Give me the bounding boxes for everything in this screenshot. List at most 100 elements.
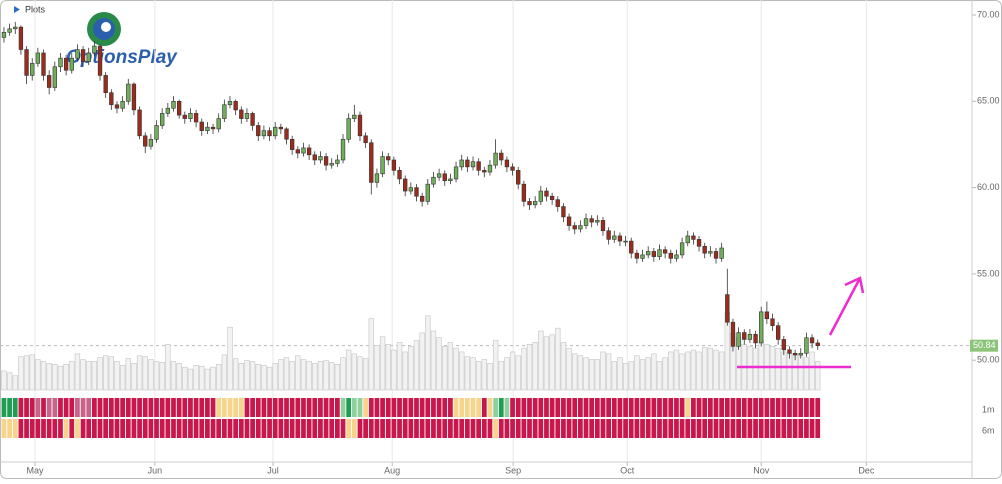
menu-icon[interactable] xyxy=(14,6,20,13)
candle-body xyxy=(1,31,7,38)
volume-bar xyxy=(543,336,550,391)
candle-body xyxy=(719,247,724,259)
heat-cell xyxy=(549,419,555,438)
candle-body xyxy=(662,249,668,254)
heat-cell xyxy=(707,419,713,438)
volume-bar xyxy=(391,349,397,391)
candle-body xyxy=(363,135,368,144)
x-tick-label: Oct xyxy=(620,465,635,475)
heat-cell xyxy=(510,398,515,417)
heat-cell xyxy=(408,398,414,417)
candle-body xyxy=(233,101,238,111)
heat-cell xyxy=(792,419,798,438)
volume-bar xyxy=(464,356,471,391)
heat-cell xyxy=(193,398,199,417)
heat-cell xyxy=(724,419,730,438)
candle-body xyxy=(97,45,103,76)
volume-bar xyxy=(340,357,346,391)
volume-bar xyxy=(713,349,719,391)
candle-body xyxy=(165,107,171,114)
heat-cell xyxy=(679,398,685,417)
volume-bar xyxy=(622,363,629,391)
candle-body xyxy=(646,251,651,256)
candle-body xyxy=(171,101,176,109)
heat-cell xyxy=(770,398,775,417)
heat-cell xyxy=(730,419,736,438)
candle-body xyxy=(239,109,244,119)
heat-cell xyxy=(815,419,821,438)
volume-bar xyxy=(475,361,482,391)
candle-body xyxy=(657,249,662,257)
heat-cell xyxy=(741,398,747,417)
heat-cell xyxy=(640,398,645,417)
heat-cell xyxy=(589,419,595,438)
heat-cell xyxy=(566,419,572,438)
heat-cell xyxy=(75,398,80,417)
heat-cell xyxy=(255,419,261,438)
heat-cell xyxy=(572,398,578,417)
heat-cell xyxy=(335,398,340,417)
heat-cell xyxy=(301,398,306,417)
y-tick-label: 50.00 xyxy=(977,355,1000,365)
heat-cell xyxy=(346,398,352,417)
volume-bar xyxy=(605,353,612,391)
volume-bar xyxy=(611,361,617,391)
candle-body xyxy=(448,178,453,181)
candle-body xyxy=(244,113,250,119)
heat-cell xyxy=(787,419,792,438)
heat-cell xyxy=(278,398,284,417)
candle-body xyxy=(30,63,35,76)
heat-cell xyxy=(504,419,510,438)
candle-body xyxy=(753,333,758,344)
heat-cell xyxy=(12,398,18,417)
volume-bar xyxy=(63,364,69,391)
heat-cell xyxy=(385,419,391,438)
heat-cell xyxy=(775,419,781,438)
candle-body xyxy=(651,251,657,257)
heat-cell xyxy=(159,398,165,417)
candle-body xyxy=(787,349,792,354)
heat-cell xyxy=(758,419,764,438)
heat-cell xyxy=(238,398,244,417)
candle-body xyxy=(527,201,532,206)
candle-body xyxy=(442,173,447,181)
candle-body xyxy=(713,251,719,259)
candle-body xyxy=(160,113,165,126)
candle-body xyxy=(216,118,221,130)
heat-cell xyxy=(419,398,425,417)
heat-cell xyxy=(188,419,193,438)
heat-cell xyxy=(504,398,510,417)
volume-bar xyxy=(266,366,273,391)
heat-cell xyxy=(295,419,301,438)
heat-cell xyxy=(640,419,645,438)
heat-cell xyxy=(329,419,335,438)
heat-cell xyxy=(261,398,267,417)
volume-bar xyxy=(707,347,714,391)
candle-body xyxy=(499,152,504,161)
volume-bar xyxy=(430,330,437,391)
heat-cell xyxy=(606,398,612,417)
candle-body xyxy=(120,101,125,109)
heat-cell xyxy=(58,398,63,417)
volume-bar xyxy=(402,351,408,391)
candle-body xyxy=(13,26,18,30)
heat-cell xyxy=(651,398,657,417)
candle-body xyxy=(199,121,204,131)
candle-body xyxy=(668,252,673,259)
heat-cell xyxy=(357,419,363,438)
volume-bar xyxy=(74,353,81,391)
heat-cell xyxy=(391,398,397,417)
candle-body xyxy=(273,126,278,137)
heat-cell xyxy=(199,419,205,438)
heat-cell xyxy=(617,419,623,438)
heat-cell xyxy=(544,419,549,438)
volume-bar xyxy=(18,356,24,391)
volume-bar xyxy=(583,357,589,391)
heat-cell xyxy=(165,419,171,438)
heat-cell xyxy=(792,398,798,417)
heat-cell xyxy=(205,419,210,438)
candle-body xyxy=(606,230,611,240)
volume-bar xyxy=(255,364,261,391)
heat-cell xyxy=(493,419,498,438)
